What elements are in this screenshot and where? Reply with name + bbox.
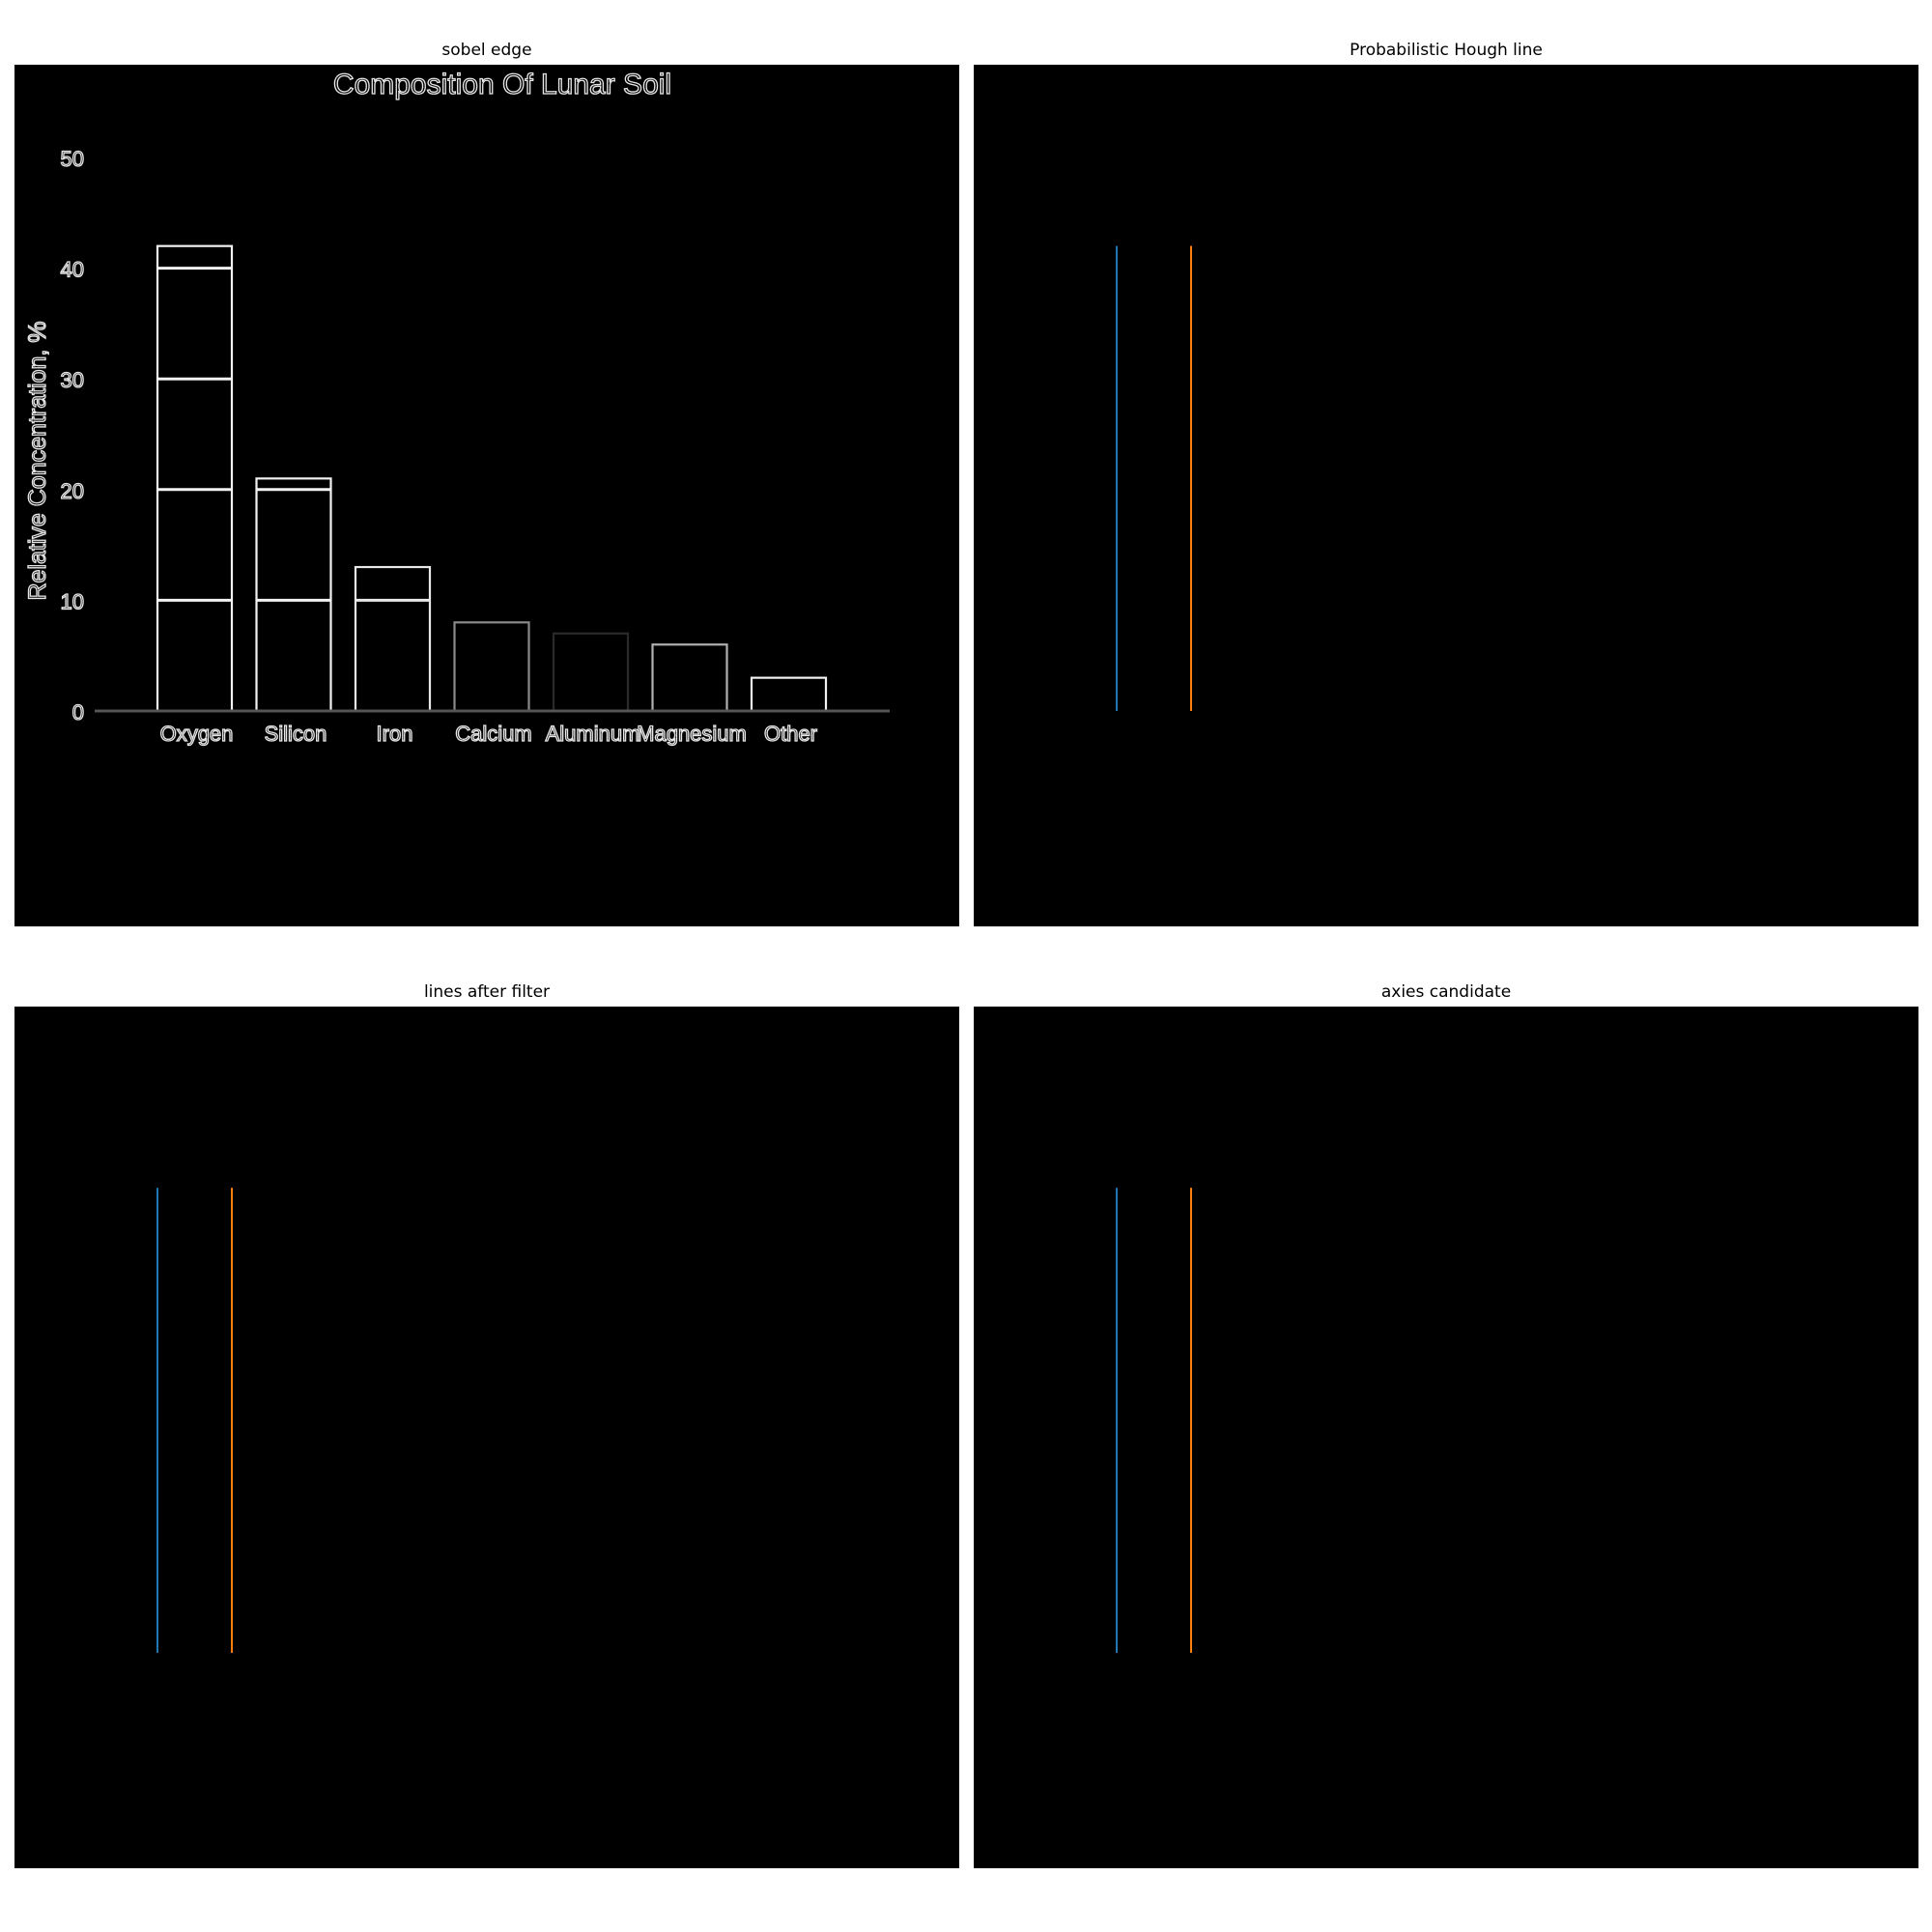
x-tick-label: Calcium — [455, 722, 531, 746]
hough-line-plot — [1116, 245, 1192, 711]
sobel-edge-panel: Composition Of Lunar Soil Relative Conce… — [14, 65, 959, 926]
bar-silicon — [255, 477, 332, 713]
y-tick-label: 10 — [61, 589, 84, 613]
panel-title-axes: axies candidate — [1380, 982, 1512, 1002]
axes-candidate-plot — [1116, 1187, 1192, 1653]
x-tick-label: Silicon — [265, 722, 327, 746]
y-axis-label: Relative Concentration, % — [24, 321, 51, 600]
filtered-lines-plot — [156, 1187, 233, 1653]
y-tick-label: 50 — [61, 147, 84, 171]
bar-other — [750, 676, 828, 713]
panel-title-sobel: sobel edge — [441, 41, 532, 60]
hough-line-panel — [974, 65, 1918, 926]
x-tick-label: Oxygen — [160, 722, 234, 746]
x-tick-label: Other — [764, 722, 817, 746]
bar-calcium — [453, 621, 530, 713]
bar-magnesium — [651, 643, 728, 713]
chart-title: Composition Of Lunar Soil — [333, 69, 671, 100]
y-tick-label: 0 — [72, 700, 84, 724]
x-tick-label: Magnesium — [637, 722, 747, 746]
panel-title-hough: Probabilistic Hough line — [1350, 41, 1543, 60]
sobel-edge-chart: Composition Of Lunar Soil Relative Conce… — [23, 68, 890, 747]
x-tick-label: Iron — [377, 722, 413, 746]
y-tick-label: 30 — [61, 368, 84, 392]
bar-iron — [354, 565, 432, 713]
lines-after-filter-panel — [14, 1007, 959, 1868]
panel-title-filter: lines after filter — [423, 982, 551, 1002]
axes-candidate-panel — [974, 1007, 1918, 1868]
bar-aluminum — [552, 632, 630, 713]
y-tick-label: 40 — [61, 258, 84, 282]
bar-oxygen — [156, 244, 234, 713]
y-tick-label: 20 — [61, 479, 84, 503]
x-tick-label: Aluminum — [546, 722, 640, 746]
